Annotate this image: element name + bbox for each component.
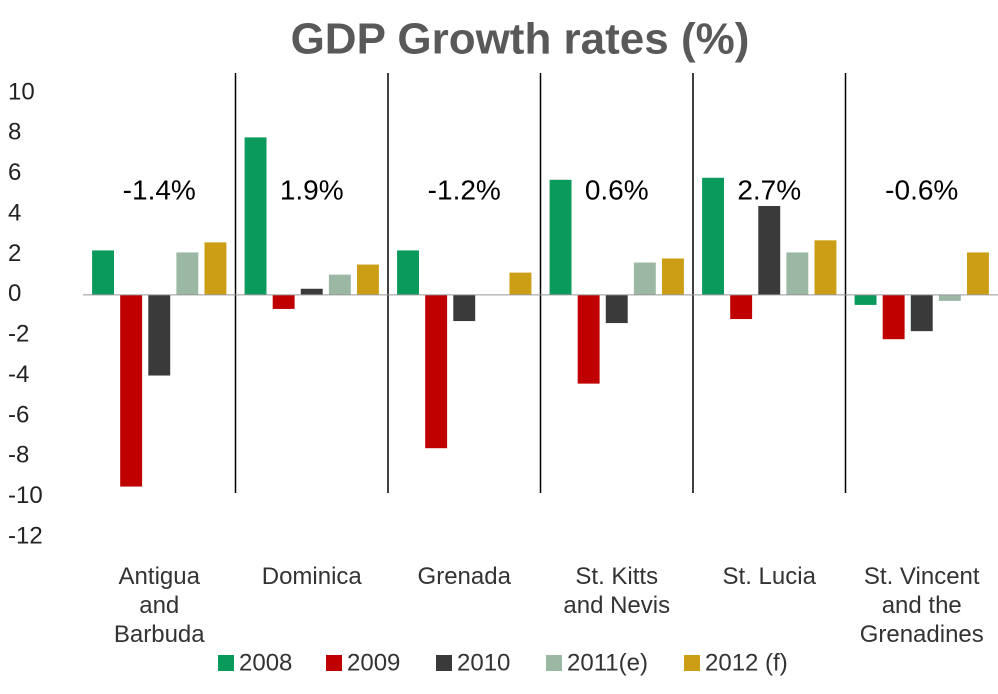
y-tick-label: -6 <box>8 401 29 428</box>
bar <box>509 272 532 295</box>
bar <box>549 179 572 295</box>
bar <box>328 274 351 295</box>
annotation: -1.4% <box>123 174 196 205</box>
legend-swatch <box>684 655 700 671</box>
annotation: 2.7% <box>737 174 801 205</box>
y-tick-label: -10 <box>8 482 43 509</box>
bar <box>702 177 725 295</box>
legend-label: 2011(e) <box>567 649 648 676</box>
legend-label: 2012 (f) <box>705 649 788 676</box>
bar <box>120 294 143 487</box>
bar <box>244 137 267 295</box>
legend-label: 2010 <box>457 649 510 676</box>
x-tick-label: Dominica <box>262 563 363 590</box>
bar <box>854 294 877 305</box>
bar <box>882 294 905 340</box>
chart-title: GDP Growth rates (%) <box>291 15 750 64</box>
bar <box>425 294 448 449</box>
x-tick-label: Antigua and Barbuda <box>114 563 205 648</box>
y-tick-label: 10 <box>8 78 35 105</box>
bar <box>176 252 199 295</box>
y-tick-label: -2 <box>8 321 29 348</box>
annotation: 0.6% <box>585 174 649 205</box>
bar <box>730 294 753 320</box>
annotation: 1.9% <box>280 174 344 205</box>
bar <box>938 294 961 301</box>
legend-label: 2009 <box>347 649 400 676</box>
bar <box>910 294 933 332</box>
bar <box>397 250 420 295</box>
legend-swatch <box>326 655 342 671</box>
y-tick-label: -8 <box>8 442 29 469</box>
bar <box>92 250 115 295</box>
bar <box>453 294 476 322</box>
y-tick-label: -4 <box>8 361 29 388</box>
bar <box>300 288 323 295</box>
bar <box>814 240 837 295</box>
y-tick-label: 8 <box>8 119 21 146</box>
x-tick-label: St. Lucia <box>723 563 817 590</box>
bar <box>633 262 656 295</box>
bar <box>148 294 171 376</box>
bar <box>272 294 295 309</box>
bar <box>786 252 809 295</box>
bar <box>356 264 379 295</box>
legend-swatch <box>436 655 452 671</box>
legend-swatch <box>218 655 234 671</box>
y-tick-label: 0 <box>8 280 21 307</box>
bar <box>605 294 628 324</box>
bar <box>966 252 989 295</box>
y-tick-label: 6 <box>8 159 21 186</box>
bar <box>661 258 684 295</box>
y-tick-label: 4 <box>8 199 21 226</box>
y-tick-label: 2 <box>8 240 21 267</box>
bar <box>758 206 781 295</box>
annotation: -0.6% <box>885 174 958 205</box>
bar <box>204 242 227 295</box>
legend-swatch <box>546 655 562 671</box>
x-tick-label: St. Vincent and the Grenadines <box>860 563 984 648</box>
annotation: -1.2% <box>428 174 501 205</box>
x-tick-label: St. Kitts and Nevis <box>563 563 670 619</box>
legend-label: 2008 <box>239 649 292 676</box>
bar <box>577 294 600 384</box>
x-tick-label: Grenada <box>418 563 512 590</box>
y-tick-label: -12 <box>8 522 43 549</box>
